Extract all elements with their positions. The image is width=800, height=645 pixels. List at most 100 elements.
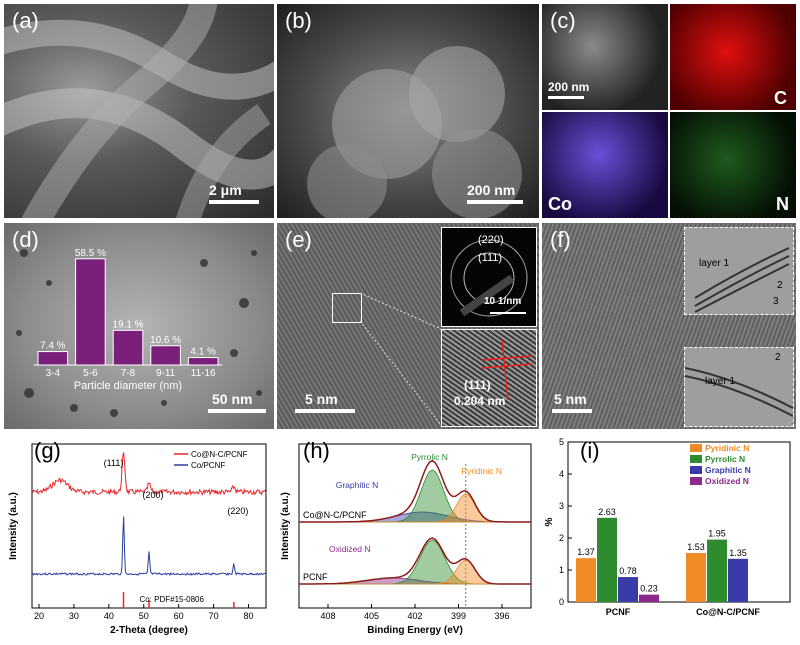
- xrd-tick-label: 30: [69, 611, 79, 621]
- layer-arcs-bottom: [684, 367, 794, 417]
- xps-envelope-0: [299, 459, 531, 523]
- xrd-legend-label: Co@N-C/PCNF: [191, 450, 248, 459]
- bar-frame: [567, 441, 791, 603]
- panel-e-label: (e): [285, 227, 312, 252]
- hist-tick-label: 7-8: [121, 368, 136, 379]
- hist-tick-label: 11-16: [191, 368, 216, 379]
- xrd-frame: [31, 443, 267, 609]
- xrd-legend-label: Co/PCNF: [191, 461, 225, 470]
- bar-legend-label: Pyridinic N: [705, 443, 749, 453]
- eds-map-cobalt: [542, 112, 668, 218]
- panel-d-particles: [16, 249, 262, 417]
- xrd-reference-label: Co: PDF#15-0806: [139, 595, 204, 604]
- bar-y-tick-label: 5: [559, 437, 564, 447]
- xps-component-label: Oxidized N: [329, 544, 371, 554]
- xps-tick-label: 408: [320, 611, 335, 621]
- hist-value-label: 58.5 %: [75, 248, 106, 259]
- panel-a-label: (a): [12, 8, 39, 33]
- panel-c-scale-bar: [548, 96, 584, 99]
- hollow-sphere-texture: [307, 46, 522, 218]
- nanofiber-texture: [4, 4, 274, 218]
- graphitic-layer-inset-bottom: 2 layer 1: [684, 347, 794, 427]
- bar-pyridinic-n: [686, 553, 706, 602]
- layer-arcs-top: [694, 247, 790, 313]
- panel-g-label: (g): [34, 438, 61, 463]
- bar-pyridinic-n: [576, 558, 596, 602]
- saed-ring-220: (220): [478, 234, 504, 246]
- panel-d-label: (d): [12, 227, 39, 252]
- panel-b-sem-image: (b) 200 nm: [277, 4, 539, 218]
- panel-a-sem-image: (a) 2 μm: [4, 4, 274, 218]
- xrd-tick-label: 60: [174, 611, 184, 621]
- xps-sample-label: Co@N-C/PCNF: [303, 510, 367, 520]
- xrd-tick-label: 40: [104, 611, 114, 621]
- bar-value-label: 1.53: [687, 542, 705, 552]
- lattice-spacing-label: 0.204 nm: [454, 394, 506, 408]
- panel-b-scale-label: 200 nm: [467, 182, 516, 198]
- panel-d-scale-bar: [208, 409, 266, 413]
- bar-y-tick-label: 2: [559, 533, 564, 543]
- hist-bar-7-8: [112, 329, 144, 366]
- bar-y-tick-label: 1: [559, 565, 564, 575]
- xps-envelope-1: [299, 537, 531, 585]
- bar-pyrrolic-n: [597, 517, 617, 602]
- panel-c-scale-label: 200 nm: [548, 80, 590, 94]
- particle-size-histogram: 7.4 % 3-4 58.5 % 5-6 19.1 % 7-8 10.6 % 9-11 4.1 …: [34, 248, 222, 392]
- hist-x-label: Particle diameter (nm): [74, 380, 182, 392]
- hist-value-label: 4.1 %: [190, 347, 216, 358]
- bar-graphitic-n: [728, 558, 748, 602]
- panel-e-hrtem-image: (e) (220) (111) 10 1/nm (111) 0.204 nm 5…: [277, 223, 539, 429]
- bar-y-tick-label: 4: [559, 469, 564, 479]
- eds-map-haadf: [542, 4, 668, 110]
- xrd-tick-label: 80: [244, 611, 254, 621]
- xrd-tick-label: 20: [34, 611, 44, 621]
- panel-e-scale-label: 5 nm: [305, 391, 338, 407]
- xps-tick-label: 402: [407, 611, 422, 621]
- inset-bottom-layer-2: 2: [775, 352, 781, 363]
- panel-h-xps-chart: 408 405 402 399 396 Binding Energy (eV) Intens…: [277, 434, 539, 640]
- xrd-line-co-pcnf: [31, 516, 267, 576]
- xps-component-label: Pyridinic N: [461, 466, 502, 476]
- panel-f-scale-label: 5 nm: [554, 391, 587, 407]
- panel-c-eds-maps: (c) 200 nm C Co N: [542, 4, 796, 218]
- bar-value-label: 1.95: [708, 529, 726, 539]
- lattice-inset: (111) 0.204 nm: [441, 329, 537, 427]
- xrd-y-label: Intensity (a.u.): [8, 492, 19, 560]
- eds-map-carbon: [670, 4, 796, 110]
- bar-legend-swatch: [690, 455, 702, 463]
- bar-value-label: 2.63: [598, 507, 616, 517]
- xrd-peak-label: (220): [227, 506, 248, 516]
- panel-c-label: (c): [550, 8, 576, 33]
- hist-value-label: 19.1 %: [112, 319, 143, 330]
- eds-label-co: Co: [548, 194, 572, 214]
- bar-oxidized-n: [639, 594, 659, 602]
- bar-y-label: %: [544, 517, 555, 526]
- inset-top-layer-2: 2: [777, 280, 783, 291]
- xrd-x-label: 2-Theta (degree): [110, 625, 188, 636]
- panel-h-label: (h): [303, 438, 330, 463]
- bar-y-tick-label: 3: [559, 501, 564, 511]
- hist-tick-label: 5-6: [83, 368, 98, 379]
- bar-legend-swatch: [690, 444, 702, 452]
- eds-label-c: C: [774, 88, 787, 108]
- selected-area-box: [332, 293, 362, 323]
- xps-component-label: Pyrrolic N: [411, 452, 448, 462]
- bar-category-label: Co@N-C/PCNF: [696, 607, 760, 617]
- xrd-plot: 20 30 40 50 60 70 80 2-Theta (degree) Intensity …: [8, 443, 267, 636]
- hist-value-label: 7.4 %: [40, 341, 66, 352]
- hist-tick-label: 3-4: [46, 368, 61, 379]
- xrd-peak-label: (200): [142, 490, 163, 500]
- panel-e-scale-bar: [295, 409, 355, 413]
- hist-bar-11-16: [187, 357, 219, 366]
- panel-b-label: (b): [285, 8, 312, 33]
- hist-bar-9-11: [150, 345, 181, 366]
- hist-value-label: 10.6 %: [150, 335, 181, 346]
- panel-g-xrd-chart: 20 30 40 50 60 70 80 2-Theta (degree) Intensity …: [4, 434, 274, 640]
- saed-ring-111: (111): [478, 252, 503, 264]
- bar-legend-label: Graphitic N: [705, 465, 751, 475]
- saed-inset: (220) (111) 10 1/nm: [441, 227, 537, 327]
- saed-scale-label: 10 1/nm: [484, 296, 522, 307]
- xps-plot: 408 405 402 399 396 Binding Energy (eV) Intens…: [280, 443, 532, 636]
- xps-tick-label: 399: [451, 611, 466, 621]
- panel-d-tem-image: (d) 7.4 % 3-4 58.5 % 5-6 19.1 % 7-8 10.6 % 9-11…: [4, 223, 274, 429]
